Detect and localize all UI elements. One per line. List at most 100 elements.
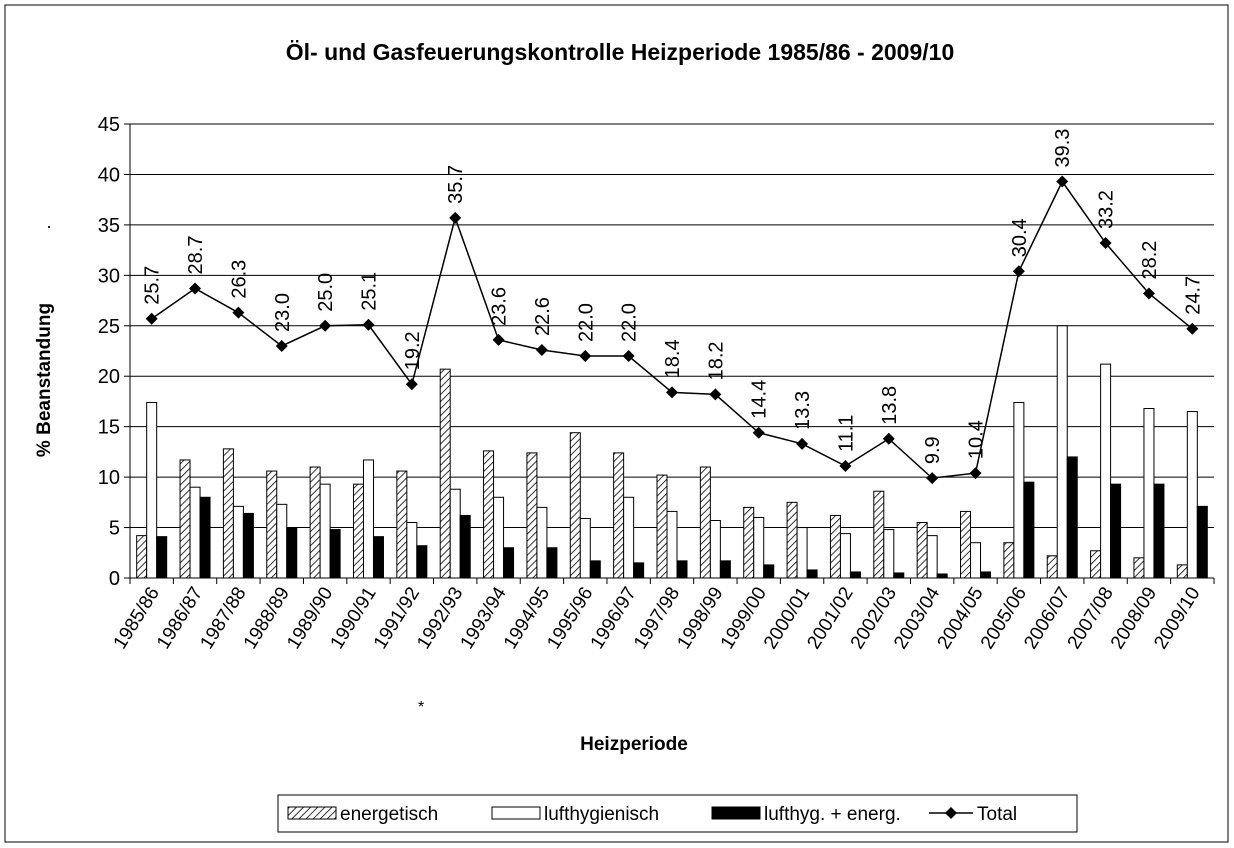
marker xyxy=(622,350,635,363)
data-label: 22.6 xyxy=(532,297,554,336)
marker xyxy=(1142,287,1155,300)
bar xyxy=(483,450,495,579)
bar xyxy=(396,470,408,579)
legend-label: lufthygienisch xyxy=(544,804,659,825)
marker xyxy=(145,312,158,325)
bar xyxy=(136,535,148,579)
bar xyxy=(156,536,168,579)
bar xyxy=(242,512,254,579)
marker xyxy=(579,350,592,363)
legend-label: energetisch xyxy=(340,804,438,825)
bar xyxy=(916,522,928,579)
data-label: 18.4 xyxy=(662,339,684,378)
data-label: 39.3 xyxy=(1052,129,1074,168)
bar xyxy=(1186,411,1198,579)
bar xyxy=(352,483,364,579)
bar xyxy=(829,514,841,579)
bar xyxy=(1023,481,1035,579)
bar xyxy=(199,496,211,579)
bar xyxy=(372,536,384,579)
legend-swatch xyxy=(491,806,541,820)
marker xyxy=(709,388,722,401)
bar xyxy=(493,496,505,579)
bar xyxy=(189,486,201,579)
bar xyxy=(796,527,808,579)
bar xyxy=(709,519,721,579)
bar xyxy=(1013,401,1025,579)
data-label: 28.2 xyxy=(1139,241,1161,280)
data-label: 22.0 xyxy=(575,303,597,342)
bar xyxy=(439,368,451,579)
data-label: 13.3 xyxy=(792,391,814,430)
marker xyxy=(752,426,765,439)
y-tick-label: 5 xyxy=(109,518,120,540)
marker xyxy=(319,319,332,332)
bar xyxy=(589,560,601,579)
bar xyxy=(1153,483,1165,579)
annotation: * xyxy=(418,699,424,716)
chart-title: Öl- und Gasfeuerungskontrolle Heizperiod… xyxy=(286,39,955,65)
marker xyxy=(362,318,375,331)
legend-swatch xyxy=(287,806,337,820)
data-label: 35.7 xyxy=(445,165,467,204)
bar xyxy=(546,547,558,579)
y-tick-label: 45 xyxy=(98,114,120,136)
bar xyxy=(806,569,818,579)
bar xyxy=(232,505,244,579)
legend-swatch xyxy=(945,807,957,819)
data-label: 19.2 xyxy=(402,331,424,370)
bar xyxy=(926,535,938,579)
bar xyxy=(883,529,895,579)
data-label: 25.1 xyxy=(358,272,380,311)
bar xyxy=(1110,483,1122,579)
bar xyxy=(536,506,548,579)
marker xyxy=(666,386,678,399)
legend: energetisch lufthygienisch lufthyg. + ener… xyxy=(277,794,1078,833)
data-label: 30.4 xyxy=(1009,218,1031,257)
bar xyxy=(970,542,982,579)
bar xyxy=(743,506,755,579)
bar xyxy=(666,510,678,579)
bar xyxy=(329,529,341,579)
data-label: 14.4 xyxy=(749,380,771,419)
bar xyxy=(1100,363,1112,579)
x-axis-title: Heizperiode xyxy=(580,734,688,755)
marker xyxy=(492,333,505,346)
y-tick-label: 0 xyxy=(109,568,120,590)
bar xyxy=(1046,555,1058,579)
bar xyxy=(960,510,972,579)
marker xyxy=(1186,322,1199,335)
bar xyxy=(406,522,418,579)
bar xyxy=(676,560,688,579)
data-label: 24.7 xyxy=(1182,276,1204,315)
bar xyxy=(319,483,331,579)
bar xyxy=(839,533,851,579)
data-label: 11.1 xyxy=(835,415,857,452)
annotation: · xyxy=(46,216,52,236)
legend-label: lufthyg. + energ. xyxy=(764,804,901,825)
data-label: 26.3 xyxy=(228,260,250,299)
marker xyxy=(189,282,202,295)
marker xyxy=(535,343,548,356)
data-label: 18.2 xyxy=(705,341,727,380)
y-tick-label: 25 xyxy=(98,316,120,338)
data-label: 33.2 xyxy=(1096,190,1118,229)
y-tick-label: 20 xyxy=(98,366,120,388)
bar xyxy=(579,517,591,579)
bar xyxy=(786,501,798,579)
y-tick-label: 15 xyxy=(98,417,120,439)
bar xyxy=(146,401,158,579)
bar xyxy=(416,545,428,579)
bar xyxy=(569,432,581,579)
bar xyxy=(719,560,731,579)
marker xyxy=(926,472,939,485)
marker xyxy=(275,339,288,352)
bar xyxy=(266,470,278,579)
bar xyxy=(1176,564,1188,579)
bar xyxy=(873,490,885,579)
data-label: 22.0 xyxy=(619,303,641,342)
y-tick-label: 30 xyxy=(98,265,120,287)
bar xyxy=(936,573,948,579)
marker xyxy=(405,378,418,391)
data-label: 25.0 xyxy=(315,273,337,312)
